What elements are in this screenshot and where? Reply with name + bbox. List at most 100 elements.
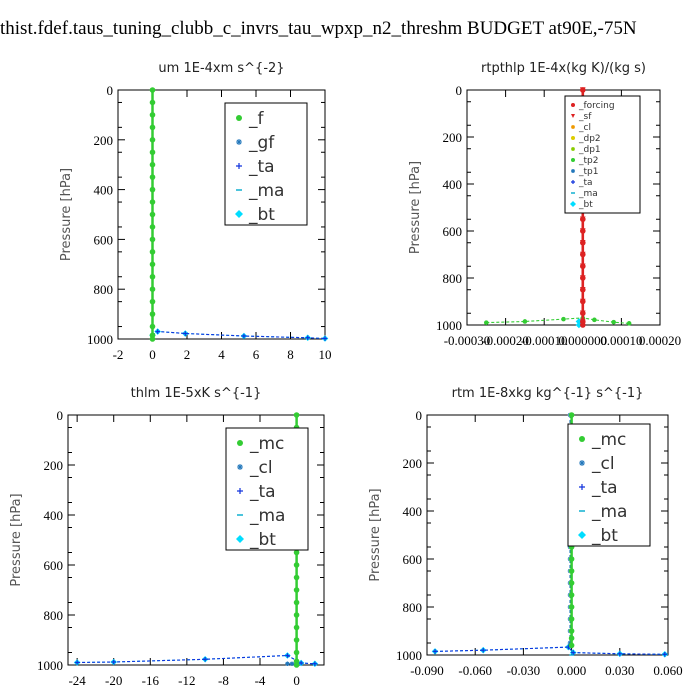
data-point bbox=[149, 149, 156, 156]
legend-label: _ta bbox=[578, 178, 593, 188]
x-tick-label: -0.060 bbox=[458, 663, 492, 678]
chart-title: um 1E-4xm s^{-2} bbox=[158, 61, 284, 76]
y-tick-label: 200 bbox=[94, 133, 114, 148]
data-point bbox=[149, 261, 156, 268]
x-tick-label: 0.030 bbox=[605, 663, 634, 678]
data-point bbox=[149, 273, 156, 280]
x-tick-label: 8 bbox=[287, 347, 294, 362]
data-point bbox=[568, 642, 575, 649]
data-point bbox=[568, 568, 575, 574]
data-point bbox=[568, 556, 575, 562]
legend-label: _bt bbox=[248, 205, 275, 225]
data-point bbox=[182, 331, 188, 336]
x-tick-label: -16 bbox=[142, 673, 160, 688]
data-point bbox=[293, 599, 300, 606]
series-line bbox=[434, 646, 665, 655]
data-point bbox=[293, 649, 300, 656]
data-point bbox=[617, 651, 623, 657]
legend-marker bbox=[579, 460, 585, 466]
data-point bbox=[522, 319, 528, 324]
data-point bbox=[580, 275, 586, 281]
legend-marker bbox=[571, 147, 575, 151]
y-tick-label: 600 bbox=[44, 558, 64, 573]
legend-label: _ta bbox=[249, 482, 276, 502]
chart-title: thlm 1E-5xK s^{-1} bbox=[131, 386, 262, 401]
x-tick-label: 0.00010 bbox=[600, 333, 642, 348]
legend-marker bbox=[237, 488, 243, 494]
x-tick-label: -20 bbox=[105, 673, 122, 688]
legend-marker bbox=[579, 436, 585, 442]
data-point bbox=[568, 580, 575, 586]
data-point bbox=[305, 335, 311, 341]
legend-marker bbox=[571, 158, 575, 162]
y-tick-label: 400 bbox=[403, 504, 423, 519]
data-point bbox=[149, 99, 156, 106]
legend-label: _ta bbox=[248, 157, 275, 177]
legend-marker bbox=[571, 136, 575, 140]
plot-frame bbox=[67, 414, 325, 666]
data-point bbox=[202, 656, 208, 662]
data-point bbox=[611, 319, 616, 325]
legend-label: _ma bbox=[591, 502, 627, 522]
data-point bbox=[155, 329, 160, 334]
y-tick-label: 600 bbox=[94, 232, 114, 247]
y-tick-label: 200 bbox=[443, 130, 463, 145]
legend-marker bbox=[571, 180, 575, 184]
data-point bbox=[480, 647, 486, 653]
x-tick-label: -0.00020 bbox=[482, 333, 529, 348]
data-point bbox=[592, 317, 597, 323]
data-point bbox=[312, 661, 318, 667]
legend-label: _tp1 bbox=[578, 167, 598, 177]
data-point bbox=[149, 124, 156, 131]
data-point bbox=[568, 616, 575, 622]
data-point bbox=[293, 662, 300, 668]
legend-label: _f bbox=[248, 109, 265, 129]
data-point bbox=[74, 660, 80, 665]
data-point bbox=[568, 604, 575, 610]
data-point bbox=[149, 87, 156, 93]
data-point bbox=[484, 320, 489, 325]
legend-label: _cl bbox=[591, 454, 615, 474]
x-tick-label: 2 bbox=[184, 347, 191, 362]
data-point bbox=[580, 216, 586, 223]
legend-label: _mc bbox=[249, 434, 284, 454]
x-tick-label: 4 bbox=[218, 347, 225, 362]
data-point bbox=[432, 649, 438, 654]
data-point bbox=[285, 661, 290, 667]
data-point bbox=[149, 112, 156, 118]
y-axis-label: Pressure [hPa] bbox=[408, 161, 423, 254]
x-tick-label: 0.060 bbox=[653, 663, 682, 678]
legend-label: _ta bbox=[591, 478, 618, 498]
y-tick-label: 0 bbox=[57, 408, 64, 423]
data-point bbox=[293, 412, 300, 418]
x-tick-label: -4 bbox=[255, 673, 266, 688]
x-tick-label: -8 bbox=[218, 673, 229, 688]
data-point bbox=[561, 316, 566, 322]
y-tick-label: 0 bbox=[456, 83, 463, 98]
data-point bbox=[298, 660, 304, 666]
legend-label: _tp2 bbox=[578, 156, 598, 166]
y-tick-label: 800 bbox=[443, 271, 463, 286]
legend-marker bbox=[235, 210, 243, 218]
legend-label: _dp1 bbox=[578, 145, 601, 155]
y-tick-label: 0 bbox=[416, 408, 423, 423]
data-point bbox=[293, 549, 300, 556]
legend-label: _bt bbox=[591, 526, 618, 546]
y-tick-label: 200 bbox=[44, 458, 64, 473]
plot-frame bbox=[466, 89, 661, 326]
y-tick-label: 800 bbox=[94, 282, 114, 297]
legend-label: _ma bbox=[249, 506, 285, 526]
legend: _mc _cl _ta _ma _bt bbox=[567, 423, 651, 547]
chart-panel-1: um 1E-4xm s^{-2} Pressure [hPa] 0 200 400 600… bbox=[59, 61, 332, 362]
legend: _forcing_sf_cl_dp2_dp1_tp2_tp1_ta_ma_bt bbox=[564, 95, 641, 214]
data-point bbox=[322, 336, 328, 341]
legend-marker bbox=[571, 103, 575, 107]
legend-label: _ma bbox=[578, 189, 598, 199]
y-tick-label: 200 bbox=[403, 456, 423, 471]
x-tick-label: -12 bbox=[178, 673, 195, 688]
y-tick-label: 400 bbox=[44, 508, 64, 523]
x-tick-label: 0 bbox=[149, 347, 156, 362]
data-point bbox=[149, 236, 156, 243]
y-tick-label: 600 bbox=[443, 224, 463, 239]
